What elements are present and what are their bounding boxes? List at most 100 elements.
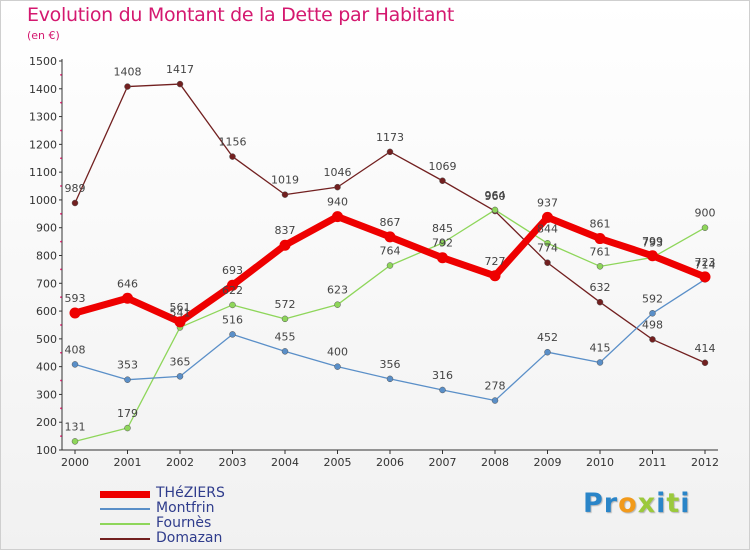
data-point [701,359,709,367]
data-label: 937 [537,196,558,209]
y-tick-label: 1000 [29,194,57,207]
data-point [489,270,501,282]
data-label: 1046 [324,166,352,179]
data-label: 572 [275,298,296,311]
data-label: 593 [65,292,86,305]
data-point [124,83,131,90]
data-label: 844 [537,222,558,235]
data-point [596,359,604,366]
data-point [699,271,711,283]
data-point [491,397,499,404]
y-tick-label: 1500 [29,55,57,68]
legend-label: THéZIERS [156,485,225,501]
data-label: 1069 [429,160,457,173]
logo-letter: t [666,488,681,519]
data-label: 622 [222,284,243,297]
data-point [279,239,291,251]
data-point [71,438,79,445]
data-label: 1156 [219,136,247,149]
y-tick-label: 1400 [29,83,57,96]
data-label: 845 [432,222,453,235]
logo-letter: x [637,488,657,519]
data-point [176,80,184,88]
y-tick-label: 500 [36,333,57,346]
data-label: 408 [65,343,86,356]
data-label: 960 [485,190,506,203]
logo-letter: o [618,488,638,519]
data-point [386,375,394,383]
y-tick-label: 1300 [29,111,57,124]
y-tick-label: 1200 [29,138,57,151]
data-label: 632 [590,281,611,294]
y-tick-label: 700 [36,277,57,290]
data-label: 867 [380,216,401,229]
data-label: 764 [380,245,401,258]
data-point [69,307,81,319]
chart-title: Evolution du Montant de la Dette par Hab… [27,4,455,26]
data-point [71,199,79,207]
data-label: 964 [485,189,506,202]
data-label: 1019 [271,174,299,187]
data-point [649,336,656,343]
y-minor-tick [60,351,62,354]
data-label: 792 [432,237,453,250]
data-point [229,153,236,160]
logo-letter: i [680,488,691,519]
x-tick-label: 2005 [324,456,352,469]
legend-swatch [100,508,150,510]
y-tick-label: 1100 [29,166,57,179]
data-label: 1417 [166,63,194,76]
data-label: 837 [275,224,296,237]
y-minor-tick [60,268,62,271]
x-tick-label: 2008 [481,456,509,469]
data-point [332,211,343,223]
data-label: 414 [695,342,716,355]
legend-label: Montfrin [156,500,215,516]
data-label: 365 [170,355,191,368]
data-label: 989 [65,182,86,195]
x-tick-label: 2001 [114,456,142,469]
data-label: 592 [642,292,663,305]
data-point [596,263,604,270]
y-tick-label: 900 [36,222,57,235]
data-point [229,331,236,338]
data-label: 761 [590,245,611,258]
data-label: 799 [642,235,663,248]
data-label: 861 [590,218,611,231]
x-tick-label: 2010 [586,456,614,469]
data-label: 316 [432,369,453,382]
proxiti-logo: Proxiti [583,488,691,519]
x-tick-label: 2009 [534,456,562,469]
x-tick-label: 2012 [691,456,719,469]
data-point [334,363,341,370]
y-minor-tick [60,185,62,187]
legend-swatch [100,538,150,540]
data-point [281,191,289,198]
data-label: 400 [327,346,348,359]
y-minor-tick [60,129,62,132]
data-label: 693 [222,264,243,277]
legend-swatch [100,490,150,498]
data-point [386,262,394,269]
y-minor-tick [60,296,62,299]
data-point [542,211,553,223]
x-tick-label: 2006 [376,456,404,469]
x-tick-label: 2004 [271,456,299,469]
data-point [281,348,289,355]
data-label: 452 [537,331,558,344]
y-minor-tick [60,435,62,438]
data-point [439,386,446,394]
y-tick-label: 400 [36,361,57,374]
y-minor-tick [60,212,62,215]
data-label: 455 [275,330,296,343]
legend-swatch [100,523,150,525]
data-label: 561 [170,301,191,314]
data-point [227,279,238,291]
data-point [124,424,131,432]
data-point [647,250,658,262]
data-label: 774 [537,242,558,255]
data-label: 900 [695,207,716,220]
data-point [649,310,656,317]
x-tick-label: 2000 [61,456,89,469]
